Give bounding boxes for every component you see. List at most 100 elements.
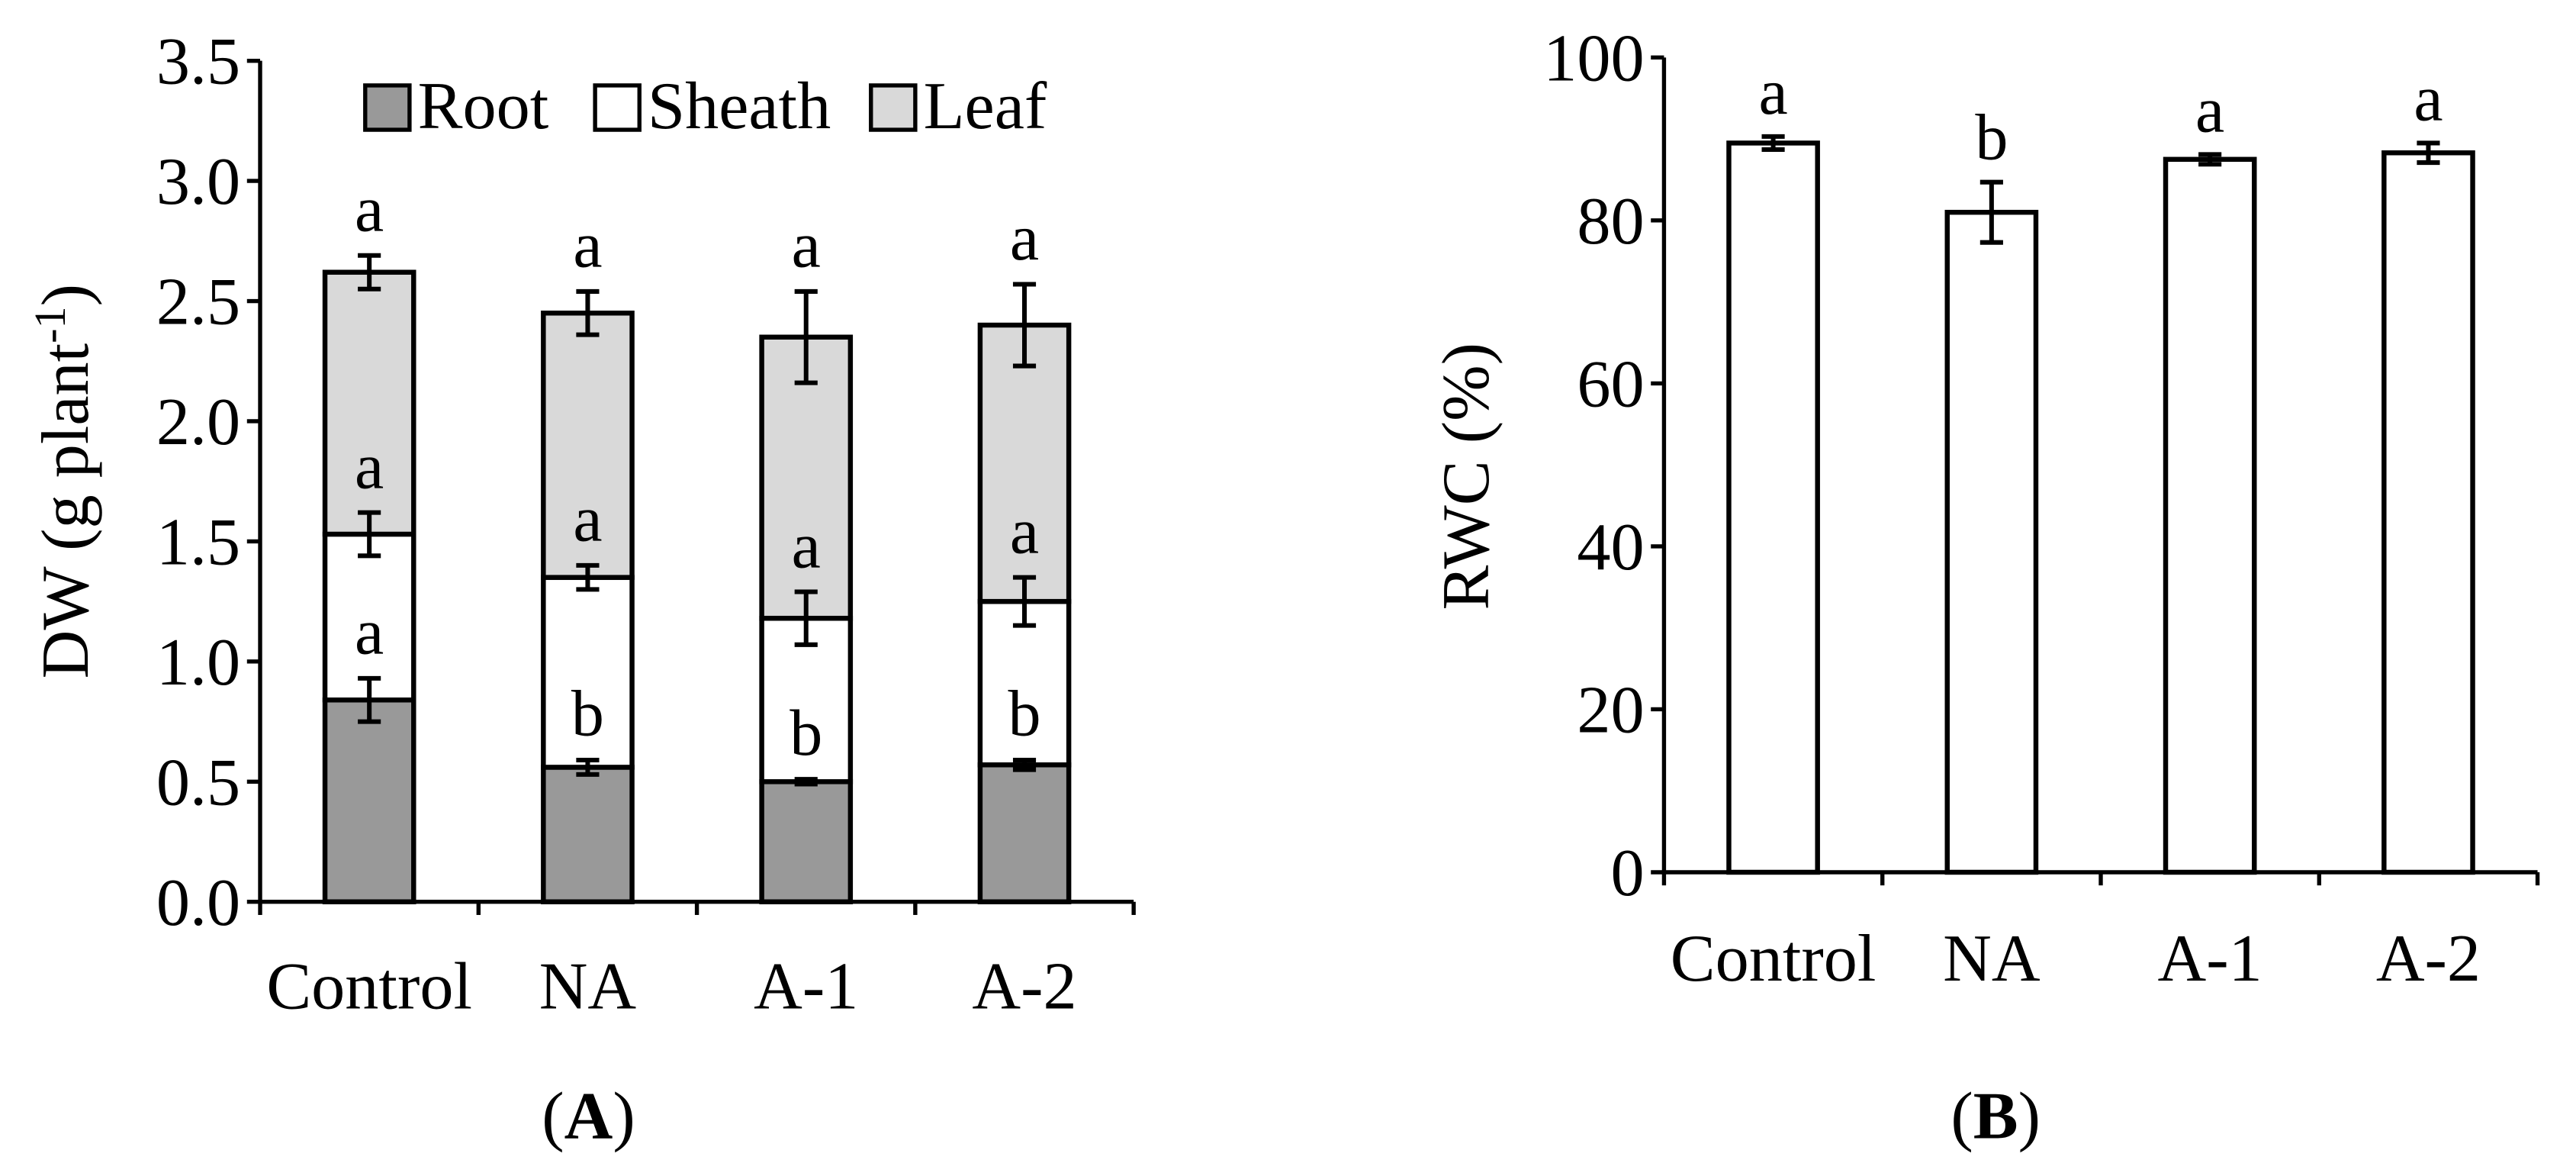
y-tick-label: 20: [1577, 672, 1644, 747]
bar-root-na: [541, 765, 635, 904]
legend-swatch-sheath: [593, 83, 642, 132]
error-bars: [1761, 134, 2440, 245]
legend-label-leaf: Leaf: [924, 69, 1047, 143]
panel-b-y-axis-title: RWC (%): [1429, 343, 1503, 610]
y-tick-label: 1.0: [156, 625, 240, 700]
panel-label-parenthesis: (: [542, 1079, 564, 1154]
legend-swatch-root: [363, 83, 412, 132]
legend-item-leaf: Leaf: [869, 69, 1047, 143]
bar-na: [1944, 209, 2039, 875]
y-tick-label: 1.5: [156, 504, 240, 579]
letter-root-na: b: [571, 677, 604, 750]
panel-a-plot-area: a b b b a a a a a a a a 0.0 0.5 1.0 1.5 2.0 2.5 3.0 3.5 Cont…: [156, 24, 1136, 1024]
panel-a-y-axis-title: DW (g plant-1): [25, 284, 103, 678]
error-bar-sheath-control: [358, 510, 381, 559]
y-axis-title-main: DW (g plant: [28, 343, 103, 679]
x-tick-label-a-1: A-1: [754, 949, 858, 1024]
x-tick-label-control: Control: [1671, 921, 1877, 996]
error-bar-sheath-a-2: [1012, 575, 1037, 628]
bar-root-control: [322, 697, 416, 904]
error-bar-root-na: [576, 757, 600, 777]
y-tick-label: 3.0: [156, 144, 240, 219]
legend-swatch-leaf: [869, 83, 918, 132]
panel-a-dry-weight: a b b b a a a a a a a a 0.0 0.5 1.0 1.5 2.0 2.5 3.0 3.5 Cont…: [25, 24, 1136, 1154]
x-tick-label-na: NA: [539, 949, 637, 1024]
error-bar-na: [1979, 179, 2003, 245]
legend-item-sheath: Sheath: [593, 69, 831, 143]
y-tick-label: 2.0: [156, 385, 240, 459]
letter-root-control: a: [355, 595, 384, 668]
y-tick-label: 0.0: [156, 865, 240, 940]
letter-sheath-na: a: [573, 482, 602, 556]
letter-control: a: [1758, 55, 1787, 128]
letter-leaf-control: a: [355, 172, 384, 245]
letter-a-1: a: [2195, 72, 2224, 146]
panel-label-a: (A): [542, 1079, 635, 1154]
letter-leaf-a-2: a: [1010, 201, 1039, 274]
letter-sheath-a-1: a: [792, 508, 821, 582]
legend-item-root: Root: [363, 69, 548, 143]
y-tick-label: 100: [1543, 21, 1644, 95]
error-bar-sheath-a-1: [794, 589, 818, 647]
error-bar-sheath-na: [576, 562, 600, 592]
y-tick-label: 3.5: [156, 24, 240, 99]
bars: [322, 269, 1072, 904]
bar-sheath-a-2: [977, 598, 1072, 768]
bar-leaf-a-2: [977, 322, 1072, 604]
x-tick-label-control: Control: [266, 949, 472, 1024]
y-axis: 0.0 0.5 1.0 1.5 2.0 2.5 3.0 3.5: [156, 24, 262, 940]
error-bar-control: [1761, 134, 1785, 152]
bars: [1726, 140, 2475, 875]
x-axis: Control NA A-1 A-2: [258, 900, 1136, 1024]
x-tick-label-na: NA: [1943, 921, 2041, 996]
error-bar-root-control: [358, 675, 381, 724]
letter-leaf-a-1: a: [792, 208, 821, 282]
panel-label-parenthesis: ): [2018, 1079, 2041, 1154]
x-tick-label-a-1: A-1: [2158, 921, 2262, 996]
panel-label-letter: B: [1973, 1079, 2018, 1154]
bar-root-a-1: [759, 779, 854, 904]
x-axis: Control NA A-1 A-2: [1661, 870, 2540, 996]
error-bar-leaf-na: [576, 288, 600, 337]
error-bar-root-a-2: [1012, 757, 1037, 772]
letter-sheath-control: a: [355, 429, 384, 502]
letter-root-a-2: b: [1008, 677, 1040, 750]
significance-letters: ab a a: [1758, 55, 2443, 174]
letter-root-a-1: b: [790, 696, 822, 769]
bar-leaf-na: [541, 311, 635, 580]
x-tick-label-a-2: A-2: [2376, 921, 2481, 996]
y-tick-label: 80: [1577, 184, 1644, 259]
bar-control: [1726, 140, 1820, 875]
error-bar-a-1: [2198, 152, 2222, 167]
panel-label-letter: A: [564, 1079, 613, 1154]
y-tick-label: 0.5: [156, 745, 240, 820]
bar-a-2: [2381, 150, 2475, 875]
y-axis: 0 20 40 60 80 100: [1543, 21, 1667, 910]
error-bar-leaf-a-1: [794, 288, 818, 385]
y-tick-label: 60: [1577, 346, 1644, 421]
y-axis-title-suffix: ): [28, 284, 103, 306]
error-bar-a-2: [2417, 140, 2440, 166]
error-bar-leaf-a-2: [1012, 282, 1037, 369]
panel-b-plot-area: a b a a 0 20 40 60 80 100 Control NA A-1 A-2: [1543, 21, 2540, 996]
panel-label-parenthesis: ): [613, 1079, 635, 1154]
error-bars: [358, 253, 1037, 787]
significance-letters: a b b b a a a a a a a a: [355, 172, 1040, 768]
error-bar-leaf-control: [358, 253, 381, 292]
letter-a-2: a: [2414, 61, 2443, 134]
panel-label-parenthesis: (: [1950, 1079, 1973, 1154]
panel-label-b: (B): [1950, 1079, 2041, 1154]
y-tick-label: 40: [1577, 510, 1644, 585]
legend-label-sheath: Sheath: [648, 69, 831, 143]
y-tick-label: 0: [1610, 836, 1644, 910]
x-tick-label-a-2: A-2: [972, 949, 1076, 1024]
letter-sheath-a-2: a: [1010, 494, 1039, 567]
y-tick-label: 2.5: [156, 265, 240, 340]
letter-na: b: [1975, 101, 2008, 174]
error-bar-root-a-1: [794, 777, 818, 787]
legend: Root Sheath Leaf: [363, 69, 1047, 143]
letter-leaf-na: a: [573, 208, 602, 282]
